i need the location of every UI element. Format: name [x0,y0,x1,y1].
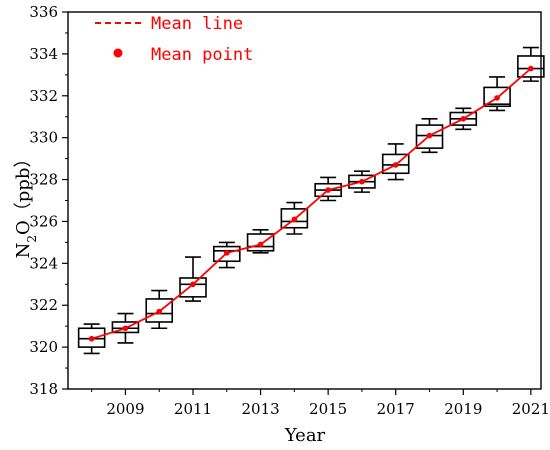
mean-point-2013 [257,241,264,248]
x-tick-label-2011: 2011 [174,400,212,418]
iqr-box [415,124,444,149]
mean-point-2015 [325,187,331,193]
x-tick-label-2009: 2009 [106,400,144,418]
axes: 318 320 322 324 326 328 330 332 334 336 2009 2011 20… [29,3,550,418]
mean-point-2009 [122,325,129,332]
iqr-box [179,277,207,298]
legend: Mean line Mean point [95,14,253,65]
box-2017 [381,143,410,181]
iqr-box [212,245,241,263]
box-2015 [314,176,342,202]
box-2020 [483,76,511,112]
x-tick-label-2021: 2021 [512,400,550,418]
box-2019 [449,107,478,131]
mean-line [91,67,532,340]
mean-point-2008 [88,335,95,342]
mean-point-2012 [223,250,230,256]
legend-mean-point-label: Mean point [151,45,253,65]
mean-point-2016 [359,178,365,185]
x-axis-title: Year [284,425,326,446]
y-tick-label-324: 324 [29,254,58,272]
y-tick-label-332: 332 [29,87,58,105]
mean-point-2019 [460,116,467,122]
x-tick-label-2019: 2019 [444,400,482,418]
y-tick-label-322: 322 [29,296,58,314]
x-tick-label-2013: 2013 [241,400,279,418]
y-tick-label-320: 320 [29,338,58,356]
iqr-box [145,298,174,323]
y-tick-label-336: 336 [29,3,58,21]
box-2016 [348,170,376,193]
mean-point-2011 [190,281,196,288]
iqr-box [381,153,410,175]
y-axis-title-subscript: 2 [25,235,39,243]
x-tick-label-2017: 2017 [377,400,415,418]
box-2010 [145,289,174,330]
y-tick-label-328: 328 [29,171,58,189]
iqr-box [280,208,309,229]
mean-point-2014 [291,216,298,223]
y-tick-label-330: 330 [29,129,58,147]
mean-point-2020 [494,95,500,101]
iqr-box [517,55,545,78]
plot-content [77,46,545,355]
mean-point-2021 [528,65,534,72]
box-2013 [246,229,275,254]
legend-mean-line-label: Mean line [151,14,243,34]
y-tick-label-326: 326 [29,212,58,230]
y-axis-title-suffix: O（ppb） [13,150,34,235]
y-tick-label-334: 334 [29,45,58,63]
iqr-box [483,86,511,108]
x-tick-label-2015: 2015 [309,400,347,418]
box-2011 [179,256,207,302]
iqr-box [77,327,106,348]
box-2014 [280,201,309,235]
mean-point-2018 [426,132,433,139]
iqr-box [246,233,275,252]
iqr-box [111,321,140,334]
box-2018 [415,118,444,154]
mean-point-2010 [156,308,163,315]
y-axis-title: N2O（ppb） [13,150,39,259]
y-tick-label-318: 318 [29,380,58,398]
box-2008 [77,323,106,355]
legend-mean-point-marker [113,48,123,58]
mean-point-2017 [392,162,399,168]
y-axis-title-prefix: N [13,243,34,259]
